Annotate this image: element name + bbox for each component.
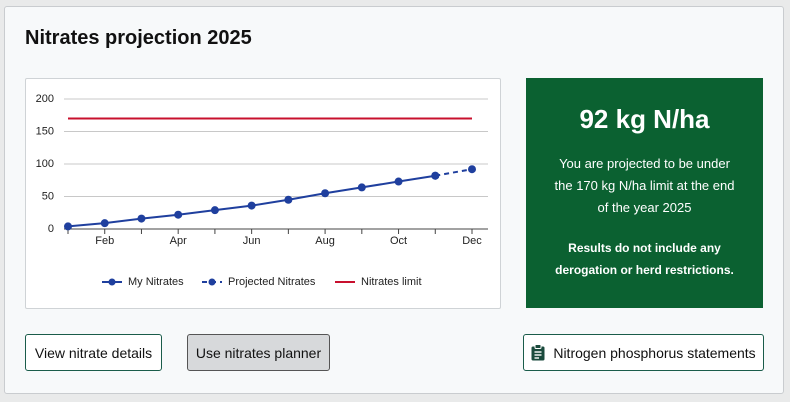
data-point (321, 189, 330, 198)
data-point (394, 177, 403, 186)
legend-marker (108, 278, 116, 286)
card-title: Nitrates projection 2025 (25, 27, 252, 49)
button[interactable]: Use nitrates planner (187, 334, 330, 371)
chart-box: 0 50 100 150 200 Feb Apr Jun Aug Oct Dec My Nitrate… (25, 78, 501, 309)
summary-note: Results do not include any derogation or… (555, 241, 734, 277)
data-point (468, 165, 476, 174)
x-tick-label: Oct (390, 235, 407, 247)
data-point (247, 201, 256, 210)
summary-headline: 92 kg N/ha (579, 104, 710, 134)
data-point (431, 171, 440, 180)
x-tick-label: Aug (315, 235, 335, 247)
data-point (284, 195, 293, 204)
x-tick-label: Apr (170, 235, 187, 247)
data-point (100, 219, 109, 228)
legend-label: Projected Nitrates (228, 276, 316, 288)
button[interactable]: Nitrogen phosphorus statements (523, 334, 764, 371)
y-tick-label: 150 (36, 125, 54, 137)
card: Nitrates projection 2025 0 50 100 150 200 Feb… (4, 6, 784, 394)
data-point (137, 214, 146, 223)
x-tick-label: Jun (243, 235, 261, 247)
clipboard-icon (531, 344, 545, 361)
button-label[interactable]: Use nitrates planner (195, 344, 322, 361)
y-tick-label: 100 (36, 158, 54, 170)
data-point (210, 206, 219, 215)
y-tick-label: 0 (48, 223, 54, 235)
y-tick-label: 50 (42, 190, 54, 202)
x-tick-label: Feb (95, 235, 114, 247)
y-tick-label: 200 (36, 93, 54, 105)
series-line (67, 174, 436, 228)
summary-panel: 92 kg N/ha You are projected to be under… (526, 78, 763, 308)
data-point (357, 183, 366, 192)
legend-marker (208, 278, 216, 286)
series-line (435, 168, 473, 177)
chart: 0 50 100 150 200 Feb Apr Jun Aug Oct Dec My Nitrate… (36, 93, 488, 288)
data-point (174, 210, 183, 219)
legend-label: My Nitrates (128, 276, 184, 288)
button-label[interactable]: Nitrogen phosphorus statements (553, 344, 756, 361)
button-label[interactable]: View nitrate details (34, 344, 153, 361)
data-point (64, 222, 72, 231)
x-tick-label: Dec (462, 235, 482, 247)
legend-label: Nitrates limit (361, 276, 422, 288)
summary-text: You are projected to be under the 170 kg… (554, 156, 735, 215)
button[interactable]: View nitrate details (25, 334, 162, 371)
